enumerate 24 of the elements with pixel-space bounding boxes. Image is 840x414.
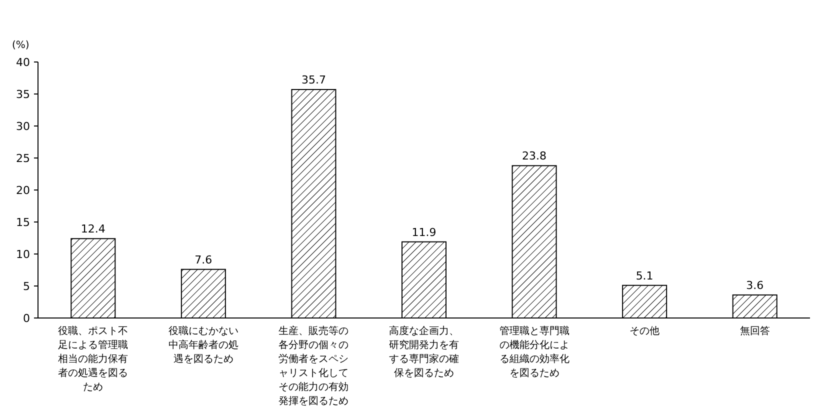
y-tick-label: 10 bbox=[16, 248, 30, 261]
x-tick-label: 役職、ポスト不足による管理職相当の能力保有者の処遇を図るため bbox=[58, 325, 128, 393]
x-tick-label: 高度な企画力、研究開発力を有する専門家の確保を図るため bbox=[389, 325, 459, 379]
x-tick-label: 無回答 bbox=[740, 325, 770, 337]
y-tick-label: 5 bbox=[23, 280, 30, 293]
data-label: 12.4 bbox=[80, 222, 106, 236]
y-tick-label: 40 bbox=[16, 56, 30, 69]
data-label: 5.1 bbox=[636, 269, 654, 282]
x-tick-label: 生産、販売等の各分野の個々の労働者をスペシャリスト化してその能力の有効発揮を図るため bbox=[278, 325, 349, 407]
y-tick-label: 35 bbox=[16, 88, 30, 101]
y-tick-label: 0 bbox=[23, 312, 30, 325]
data-label: 7.6 bbox=[194, 253, 212, 266]
data-label: 23.8 bbox=[522, 150, 547, 163]
data-label: 3.6 bbox=[746, 278, 764, 292]
data-label: 11.9 bbox=[412, 226, 436, 239]
x-tick-label: 管理職と専門職の機能分化による組織の効率化を図るため bbox=[499, 325, 570, 379]
y-tick-label: 30 bbox=[16, 120, 30, 133]
x-tick-label: 役職にむかない中高年齢者の処遇を図るため bbox=[168, 325, 238, 365]
data-label: 35.7 bbox=[301, 74, 326, 87]
y-tick-label: 15 bbox=[16, 216, 30, 229]
y-tick-label: 20 bbox=[16, 184, 30, 197]
y-tick-label: 25 bbox=[16, 152, 30, 165]
x-tick-label: その他 bbox=[630, 325, 660, 337]
y-axis-title: (%) bbox=[12, 40, 30, 51]
